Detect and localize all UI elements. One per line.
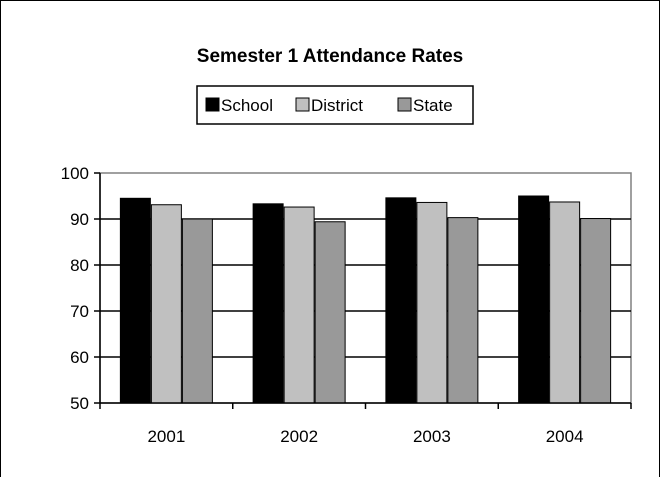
legend-swatch-state [397,97,412,112]
bar-state-2001 [181,218,213,404]
plot-area: 100 90 80 70 60 50 2001 2002 2003 2004 [61,164,632,446]
y-tick-label: 90 [70,210,89,229]
x-tick-label: 2004 [546,427,584,446]
bar-school-2001 [119,197,151,404]
x-tick-label: 2001 [147,427,185,446]
legend: School District State [196,85,474,125]
chart-title: Semester 1 Attendance Rates [197,46,463,67]
y-tick-label: 50 [70,394,89,413]
x-tick-label: 2003 [413,427,451,446]
y-tick-label: 60 [70,348,89,367]
y-tick-label: 70 [70,302,89,321]
legend-label-school: School [221,96,273,115]
bar-district-2002 [283,206,315,404]
bar-district-2004 [549,201,581,404]
y-tick-label: 80 [70,256,89,275]
bar-district-2003 [416,201,448,404]
bar-state-2002 [314,221,346,404]
bar-school-2002 [252,203,284,404]
bar-district-2001 [150,204,182,404]
legend-swatch-school [205,97,220,112]
bar-state-2004 [580,218,612,404]
y-tick-label: 100 [61,164,89,183]
legend-label-district: District [311,96,363,115]
legend-box [196,85,474,125]
legend-label-state: State [413,96,453,115]
bar-school-2004 [518,195,550,404]
legend-swatch-district [295,97,310,112]
bar-state-2003 [447,217,479,404]
x-tick-label: 2002 [280,427,318,446]
bar-school-2003 [385,197,417,404]
